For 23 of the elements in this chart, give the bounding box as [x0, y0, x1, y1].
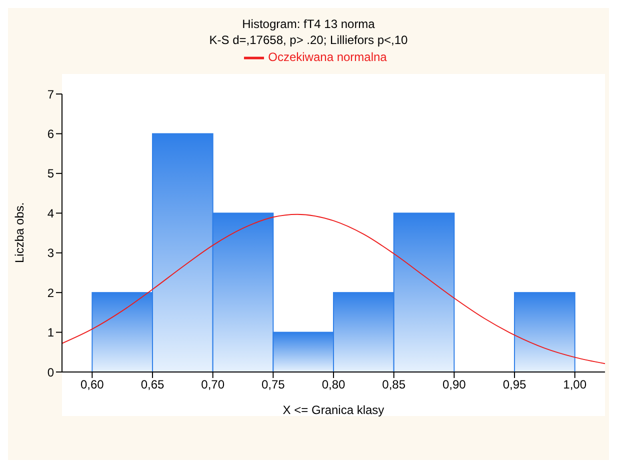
y-tick-label: 0 [47, 365, 54, 380]
x-tick-label: 0,85 [382, 378, 406, 392]
y-tick-label: 1 [47, 326, 54, 340]
y-tick-label: 7 [47, 87, 54, 102]
x-tick-label: 0,80 [322, 378, 346, 392]
x-tick-label: 1,00 [563, 378, 587, 392]
legend-label: Oczekiwana normalna [268, 50, 387, 64]
x-tick-label: 0,65 [140, 378, 164, 392]
y-axis-title: Liczba obs. [12, 202, 26, 263]
x-tick-label: 0,90 [442, 378, 466, 392]
x-tick-label: 0,95 [502, 378, 526, 392]
x-axis-title: X <= Granica klasy [282, 403, 384, 417]
x-tick-label: 0,70 [201, 378, 225, 392]
x-tick-label: 0,75 [261, 378, 286, 392]
chart-subtitle: K-S d=,17658, p> .20; Lilliefors p<,10 [208, 32, 409, 48]
y-tick-label: 5 [47, 166, 54, 181]
y-tick-label: 3 [47, 246, 54, 260]
chart-title: Histogram: fT4 13 norma [241, 16, 376, 32]
y-tick-label: 4 [47, 206, 54, 220]
y-tick-label: 6 [47, 126, 54, 141]
line-series [62, 214, 605, 364]
x-tick-label: 0,60 [80, 378, 104, 392]
y-tick-label: 2 [47, 286, 54, 300]
